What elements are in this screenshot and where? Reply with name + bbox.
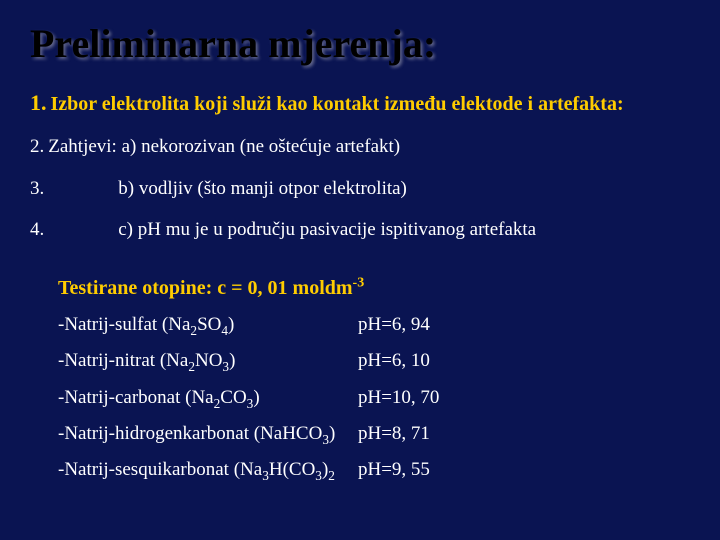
point-2: 2. Zahtjevi: a) nekorozivan (ne oštećuje… bbox=[30, 131, 690, 162]
point-1-number: 1. bbox=[30, 90, 47, 115]
solution-ph: pH=8, 71 bbox=[358, 416, 430, 452]
point-3-text: b) vodljiv (što manji otpor elektrolita) bbox=[118, 178, 407, 199]
solution-row: -Natrij-nitrat (Na2NO3)pH=6, 10 bbox=[58, 343, 690, 379]
solution-name: -Natrij-sesquikarbonat (Na3H(CO3)2 bbox=[58, 452, 358, 488]
point-2-text: Zahtjevi: a) nekorozivan (ne oštećuje ar… bbox=[48, 136, 400, 157]
point-3: 3. b) vodljiv (što manji otpor elektroli… bbox=[30, 173, 690, 204]
point-1-text: Izbor elektrolita koji služi kao kontakt… bbox=[51, 93, 624, 115]
solution-ph: pH=6, 10 bbox=[358, 343, 430, 379]
solution-row: -Natrij-carbonat (Na2CO3)pH=10, 70 bbox=[58, 380, 690, 416]
solution-ph: pH=6, 94 bbox=[358, 307, 430, 343]
solutions-header-text: Testirane otopine: c = 0, 01 moldm bbox=[58, 277, 353, 299]
solution-ph: pH=10, 70 bbox=[358, 380, 439, 416]
solutions-header-sup: -3 bbox=[353, 276, 365, 291]
solution-name: -Natrij-carbonat (Na2CO3) bbox=[58, 380, 358, 416]
point-4-number: 4. bbox=[30, 219, 44, 240]
points-list: 1. Izbor elektrolita koji služi kao kont… bbox=[30, 85, 690, 245]
solutions-block: Testirane otopine: c = 0, 01 moldm-3 -Na… bbox=[58, 269, 690, 487]
point-1: 1. Izbor elektrolita koji služi kao kont… bbox=[30, 85, 690, 121]
solutions-header: Testirane otopine: c = 0, 01 moldm-3 bbox=[58, 269, 690, 307]
solution-ph: pH=9, 55 bbox=[358, 452, 430, 488]
solution-row: -Natrij-hidrogenkarbonat (NaHCO3)pH=8, 7… bbox=[58, 416, 690, 452]
solution-row: -Natrij-sesquikarbonat (Na3H(CO3)2pH=9, … bbox=[58, 452, 690, 488]
point-3-number: 3. bbox=[30, 178, 44, 199]
solution-name: -Natrij-sulfat (Na2SO4) bbox=[58, 307, 358, 343]
solution-name: -Natrij-hidrogenkarbonat (NaHCO3) bbox=[58, 416, 358, 452]
point-2-number: 2. bbox=[30, 136, 44, 157]
slide-title: Preliminarna mjerenja: bbox=[30, 20, 690, 67]
solution-name: -Natrij-nitrat (Na2NO3) bbox=[58, 343, 358, 379]
solution-row: -Natrij-sulfat (Na2SO4)pH=6, 94 bbox=[58, 307, 690, 343]
point-4: 4. c) pH mu je u području pasivacije isp… bbox=[30, 214, 690, 245]
point-4-text: c) pH mu je u području pasivacije ispiti… bbox=[118, 219, 536, 240]
